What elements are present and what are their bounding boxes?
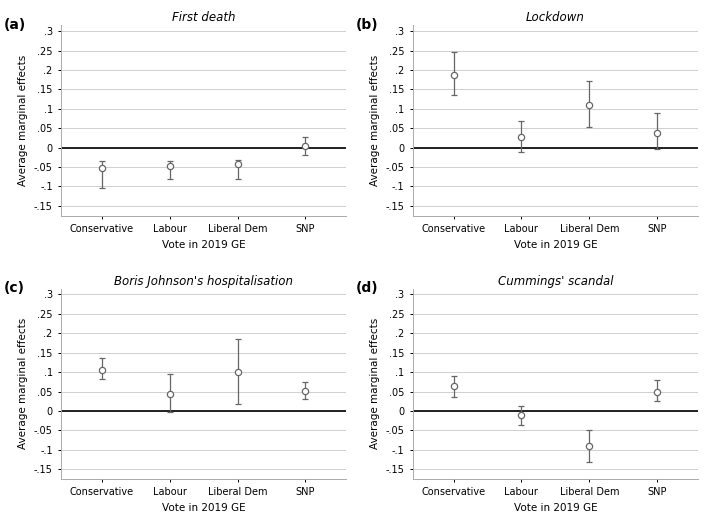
- Text: (d): (d): [356, 281, 379, 295]
- Text: (c): (c): [4, 281, 25, 295]
- X-axis label: Vote in 2019 GE: Vote in 2019 GE: [162, 239, 245, 249]
- Text: (b): (b): [356, 18, 379, 31]
- Text: (a): (a): [4, 18, 26, 31]
- Y-axis label: Average marginal effects: Average marginal effects: [370, 318, 380, 450]
- Title: First death: First death: [172, 11, 235, 24]
- Y-axis label: Average marginal effects: Average marginal effects: [370, 55, 380, 186]
- Title: Boris Johnson's hospitalisation: Boris Johnson's hospitalisation: [114, 275, 293, 288]
- Title: Lockdown: Lockdown: [526, 11, 585, 24]
- Title: Cummings' scandal: Cummings' scandal: [498, 275, 613, 288]
- Y-axis label: Average marginal effects: Average marginal effects: [18, 318, 28, 450]
- Y-axis label: Average marginal effects: Average marginal effects: [18, 55, 28, 186]
- X-axis label: Vote in 2019 GE: Vote in 2019 GE: [162, 503, 245, 513]
- X-axis label: Vote in 2019 GE: Vote in 2019 GE: [513, 503, 597, 513]
- X-axis label: Vote in 2019 GE: Vote in 2019 GE: [513, 239, 597, 249]
